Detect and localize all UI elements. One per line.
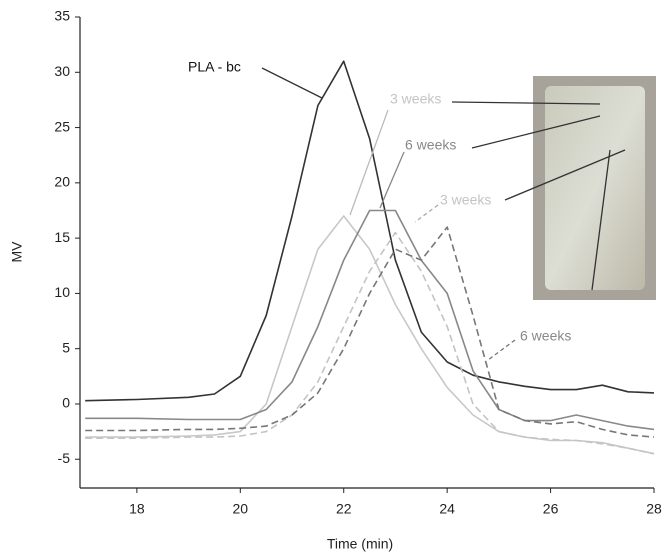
- y-tick-label: 35: [54, 8, 70, 24]
- y-tick-label: 15: [54, 229, 70, 245]
- series-line: [85, 209, 655, 431]
- x-tick-label: 24: [439, 501, 455, 517]
- series-label: 3 weeks: [440, 192, 491, 208]
- y-tick-label: 30: [54, 63, 70, 79]
- series-line: [85, 226, 655, 438]
- series-label: PLA - bc: [188, 59, 241, 75]
- x-tick-label: 22: [336, 501, 352, 517]
- series-label: 6 weeks: [405, 137, 456, 153]
- inset-film: [545, 86, 645, 290]
- x-tick-label: 28: [646, 501, 662, 517]
- annotation-arrows: [261, 67, 626, 361]
- y-tick-label: 20: [54, 174, 70, 190]
- series-line: [85, 231, 655, 455]
- x-tick-label: 20: [233, 501, 249, 517]
- y-tick-label: 5: [62, 339, 70, 355]
- y-tick-label: 0: [62, 395, 70, 411]
- y-axis-label: MV: [9, 241, 25, 263]
- x-tick-label: 26: [543, 501, 559, 517]
- y-tick-label: 25: [54, 118, 70, 134]
- x-axis-label: Time (min): [327, 536, 393, 552]
- series-label: 3 weeks: [390, 91, 441, 107]
- series-label: 6 weeks: [520, 328, 571, 344]
- y-tick-label: 10: [54, 284, 70, 300]
- y-tick-label: -5: [58, 450, 71, 466]
- series-line: [85, 60, 655, 402]
- x-tick-label: 18: [129, 501, 145, 517]
